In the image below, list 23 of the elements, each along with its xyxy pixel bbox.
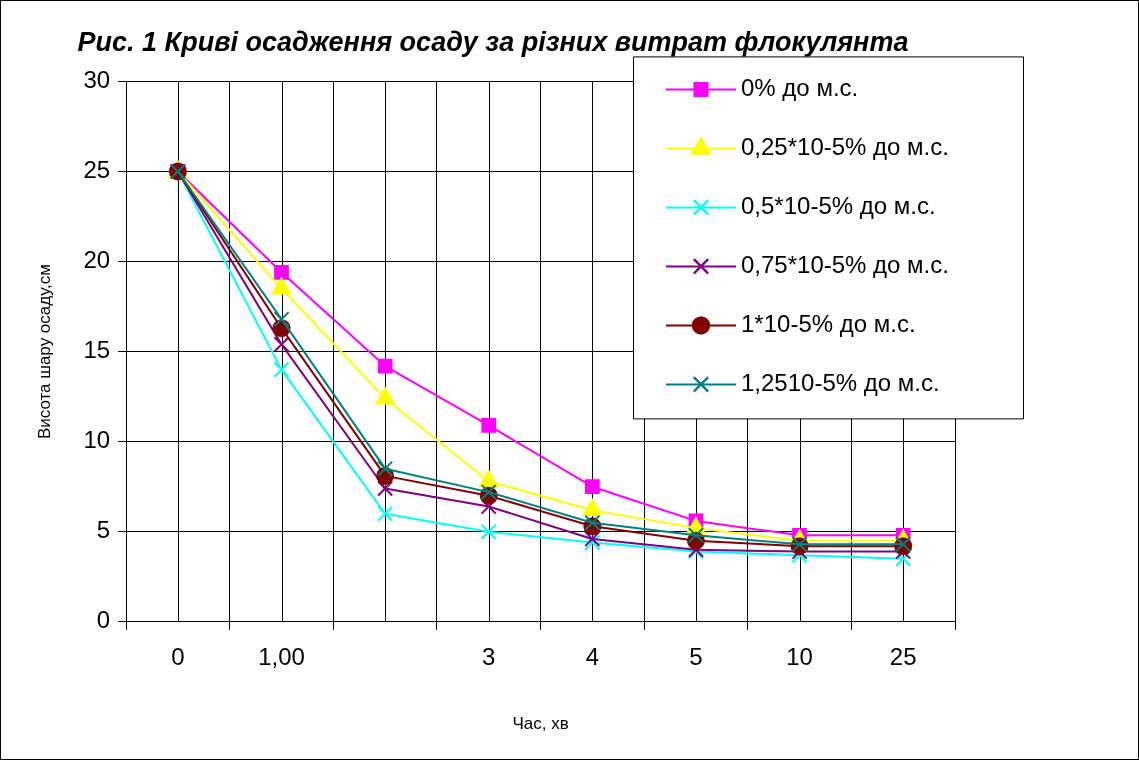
y-tick-label: 0	[96, 606, 111, 634]
y-tick-label: 10	[83, 426, 111, 454]
y-tick-label: 30	[83, 66, 111, 94]
x-tick-label: 4	[585, 642, 600, 670]
x-axis-title: Час, хв	[512, 714, 569, 734]
legend-label: 0,25*10-5% до м.с.	[741, 133, 949, 161]
legend-label: 0,75*10-5% до м.с.	[741, 251, 949, 279]
legend-label: 1,2510-5% до м.с.	[741, 369, 940, 397]
x-tick-label: 25	[889, 642, 917, 670]
y-tick-label: 5	[96, 516, 111, 544]
x-tick-label: 10	[786, 642, 813, 670]
chart-title: Рис. 1 Криві осадження осаду за різних витрат флокулянта	[77, 26, 909, 57]
x-tick-label: 5	[689, 642, 703, 670]
y-axis-title: Висота шару осаду,см	[34, 264, 54, 440]
legend-label: 0% до м.с.	[741, 74, 859, 102]
y-tick-label: 20	[83, 246, 111, 274]
x-tick-label: 0	[171, 642, 185, 670]
x-tick-label: 1,00	[258, 642, 305, 670]
y-tick-label: 15	[83, 336, 111, 364]
y-tick-label: 25	[83, 156, 111, 184]
legend-label: 1*10-5% до м.с.	[741, 310, 916, 338]
legend-label: 0,5*10-5% до м.с.	[741, 192, 936, 220]
x-tick-label: 3	[482, 642, 496, 670]
